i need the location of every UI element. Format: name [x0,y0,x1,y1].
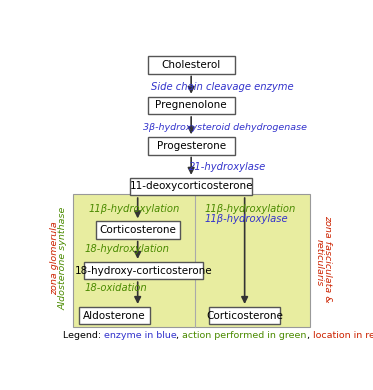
Bar [209,307,280,324]
Text: 18-oxidation: 18-oxidation [84,283,147,292]
Text: zona glomerula: zona glomerula [50,222,59,295]
Text: ,: , [307,332,313,340]
Text: enzyme in blue: enzyme in blue [104,332,176,340]
Text: Pregnenolone: Pregnenolone [155,100,227,110]
Text: 3β-hydroxysteroid dehydrogenase: 3β-hydroxysteroid dehydrogenase [143,123,307,132]
Text: location in red.: location in red. [313,332,373,340]
Bar [73,194,310,327]
Text: 11β-hydroxylation: 11β-hydroxylation [88,204,180,214]
Text: ,: , [176,332,182,340]
Text: Corticosterone: Corticosterone [99,225,176,235]
Text: Aldosterone synthase: Aldosterone synthase [59,207,68,310]
Text: 11β-hydroxylation: 11β-hydroxylation [204,204,295,214]
Bar [148,56,235,74]
Text: Cholesterol: Cholesterol [162,60,221,70]
Text: Progesterone: Progesterone [157,141,226,151]
Bar [148,97,235,114]
Bar [84,262,203,279]
Text: 11β-hydroxylase: 11β-hydroxylase [204,215,288,225]
Text: Legend:: Legend: [63,332,104,340]
Text: 21-hydroxylase: 21-hydroxylase [189,162,266,172]
Text: 18-hydroxylation: 18-hydroxylation [84,244,169,254]
Bar [79,307,150,324]
Text: reticularis: reticularis [314,239,323,287]
Bar [96,221,179,239]
Text: 11-deoxycorticosterone: 11-deoxycorticosterone [129,181,253,191]
Text: zona fasciculata &: zona fasciculata & [323,215,332,302]
Text: Side chain cleavage enzyme: Side chain cleavage enzyme [151,82,294,92]
Bar [131,178,252,195]
Bar [148,137,235,154]
Text: 18-hydroxy-corticosterone: 18-hydroxy-corticosterone [75,266,212,275]
Text: action performed in green: action performed in green [182,332,307,340]
Text: Corticosterone: Corticosterone [206,310,283,321]
Text: Aldosterone: Aldosterone [83,310,146,321]
